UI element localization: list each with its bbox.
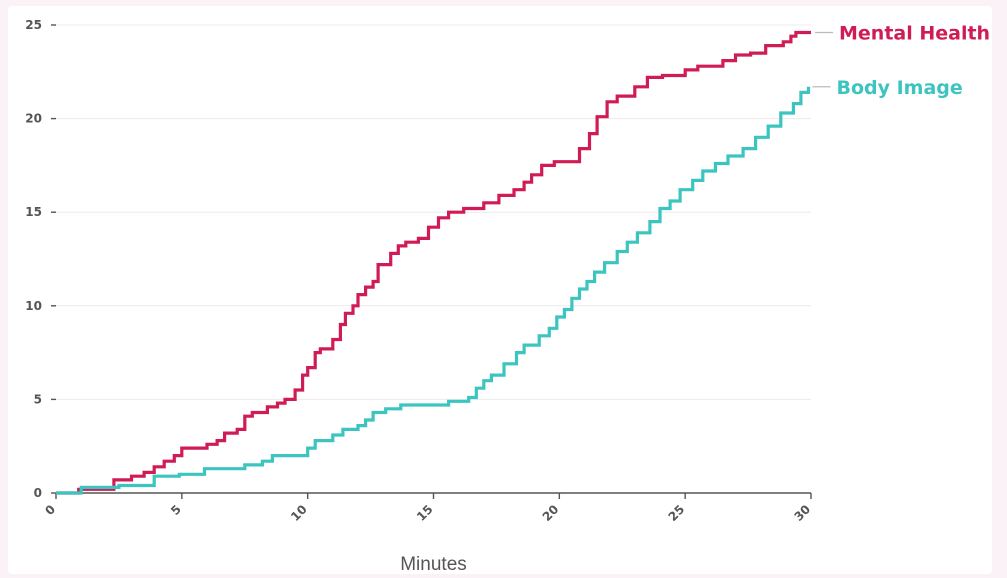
y-tick-label-15: 15 (25, 205, 42, 219)
y-tick-label-25: 25 (25, 18, 42, 32)
grid (56, 24, 811, 400)
y-tick-label-20: 20 (25, 112, 42, 126)
y-tick-label-5: 5 (34, 392, 42, 406)
legend-label-mental-health: Mental Health (839, 22, 990, 44)
x-axis-label: Minutes (400, 554, 467, 575)
legend: Mental Health Body Image (812, 22, 990, 99)
series-group (56, 30, 811, 495)
series-line-body-image (56, 86, 811, 495)
series-line-mental-health (56, 30, 811, 495)
y-tick-label-0: 0 (34, 486, 42, 500)
y-tick-label-10: 10 (25, 299, 42, 313)
legend-label-body-image: Body Image (836, 77, 962, 99)
